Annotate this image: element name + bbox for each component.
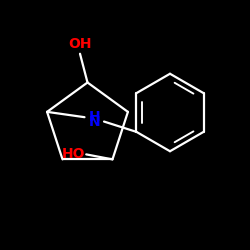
Text: H: H	[88, 110, 100, 124]
Text: N: N	[88, 115, 100, 129]
Text: OH: OH	[68, 37, 92, 51]
Text: HO: HO	[62, 148, 85, 162]
